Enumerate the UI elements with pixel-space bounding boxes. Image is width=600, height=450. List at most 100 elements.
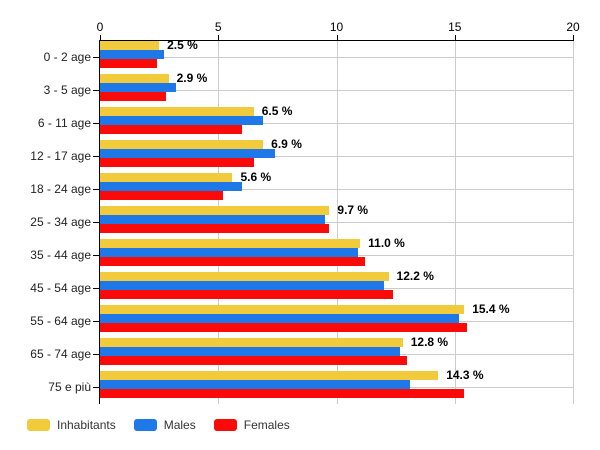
value-label: 12.8 % (410, 335, 449, 349)
bar-females (100, 356, 408, 365)
bar-inhabitants (100, 272, 389, 281)
legend-label: Males (163, 418, 196, 432)
category-label: 75 e più (48, 380, 91, 394)
category-label: 25 - 34 age (30, 215, 91, 229)
bar-males (100, 116, 264, 125)
bar-inhabitants (100, 41, 160, 50)
bar-group: 18 - 24 age 5.6 % (30, 170, 573, 206)
y-axis-tick (93, 354, 100, 355)
legend: Inhabitants Males Females (27, 418, 290, 432)
bar-males (100, 281, 384, 290)
value-label: 2.9 % (176, 71, 208, 85)
bar-group: 65 - 74 age 12.8 % (30, 335, 573, 371)
value-label: 12.2 % (396, 269, 434, 283)
y-axis-tick (93, 321, 100, 322)
y-axis-tick (93, 387, 100, 388)
y-gridline (100, 90, 573, 91)
x-axis-tick (218, 35, 220, 41)
x-axis-tick (336, 35, 338, 41)
bar-males (100, 149, 275, 158)
value-label: 6.5 % (261, 104, 293, 118)
legend-item-males[interactable]: Males (133, 418, 196, 432)
x-axis-tick-label: 5 (214, 20, 222, 34)
x-axis-tick-label: 0 (96, 20, 104, 34)
bar-males (100, 347, 401, 356)
bar-males (100, 83, 176, 92)
bar-females (100, 290, 394, 299)
bar-females (100, 191, 223, 200)
category-label: 18 - 24 age (30, 182, 91, 196)
legend-swatch-icon (213, 419, 237, 431)
bar-inhabitants (100, 239, 361, 248)
bar-males (100, 182, 242, 191)
bar-females (100, 224, 330, 233)
legend-item-females[interactable]: Females (213, 418, 290, 432)
bar-females (100, 257, 365, 266)
y-axis-tick (93, 288, 100, 289)
y-axis-tick (93, 189, 100, 190)
y-axis-tick (93, 255, 100, 256)
legend-label: Females (243, 418, 290, 432)
category-label: 65 - 74 age (30, 347, 91, 361)
category-label: 45 - 54 age (30, 281, 91, 295)
category-label: 0 - 2 age (43, 50, 91, 64)
bar-females (100, 92, 167, 101)
x-axis-tick-label: 15 (448, 20, 462, 34)
bar-group: 35 - 44 age 11.0 % (30, 236, 573, 272)
bar-females (100, 389, 465, 398)
bar-group: 6 - 11 age 6.5 % (38, 104, 573, 140)
value-label: 14.3 % (446, 368, 484, 382)
y-gridline (100, 189, 573, 190)
y-axis-tick (93, 222, 100, 223)
value-label: 6.9 % (271, 137, 302, 151)
value-label: 11.0 % (368, 236, 405, 250)
x-axis-tick (573, 35, 574, 41)
category-label: 3 - 5 age (43, 83, 91, 97)
bar-group: 55 - 64 age 15.4 % (30, 302, 573, 338)
bar-inhabitants (100, 173, 233, 182)
x-axis-tick-label: 10 (329, 20, 344, 34)
legend-swatch-icon (27, 419, 50, 431)
x-axis-tick (100, 35, 101, 41)
legend-item-inhabitants[interactable]: Inhabitants (27, 418, 116, 432)
y-gridline (100, 222, 573, 223)
bar-males (100, 248, 358, 257)
bar-group: 12 - 17 age 6.9 % (30, 137, 573, 173)
bar-males (100, 50, 164, 59)
bar-females (100, 158, 254, 167)
value-label: 9.7 % (337, 203, 369, 217)
y-axis-tick (93, 90, 100, 91)
bar-males (100, 215, 325, 224)
y-axis-tick (93, 123, 100, 124)
x-gridline (573, 41, 574, 404)
y-gridline (100, 156, 573, 157)
bar-inhabitants (100, 338, 403, 347)
value-label: 15.4 % (472, 302, 510, 316)
bar-males (100, 314, 460, 323)
value-label: 2.5 % (167, 38, 198, 52)
bar-females (100, 59, 157, 68)
bar-group: 25 - 34 age 9.7 % (30, 203, 573, 239)
x-axis-tick-label: 20 (566, 20, 580, 34)
plot-area: 0 5 10 15 20 0 - 2 age 2.5 % 3 - 5 age 2.9 % 6 - … (30, 20, 580, 404)
y-gridline (100, 57, 573, 58)
category-label: 35 - 44 age (30, 248, 91, 262)
bar-females (100, 323, 467, 332)
bar-inhabitants (100, 371, 439, 380)
category-label: 6 - 11 age (37, 116, 91, 130)
legend-swatch-icon (133, 419, 157, 431)
bar-males (100, 380, 410, 389)
legend-label: Inhabitants (57, 418, 116, 432)
bar-females (100, 125, 242, 134)
bar-inhabitants (100, 74, 169, 83)
category-label: 12 - 17 age (30, 149, 91, 163)
bar-inhabitants (100, 305, 465, 314)
y-axis-tick (93, 57, 100, 58)
category-label: 55 - 64 age (30, 314, 91, 328)
y-axis-tick (93, 156, 100, 157)
bar-group: 75 e più 14.3 % (48, 368, 573, 404)
bar-inhabitants (100, 140, 264, 149)
bar-group: 45 - 54 age 12.2 % (30, 269, 573, 305)
value-label: 5.6 % (240, 170, 272, 184)
